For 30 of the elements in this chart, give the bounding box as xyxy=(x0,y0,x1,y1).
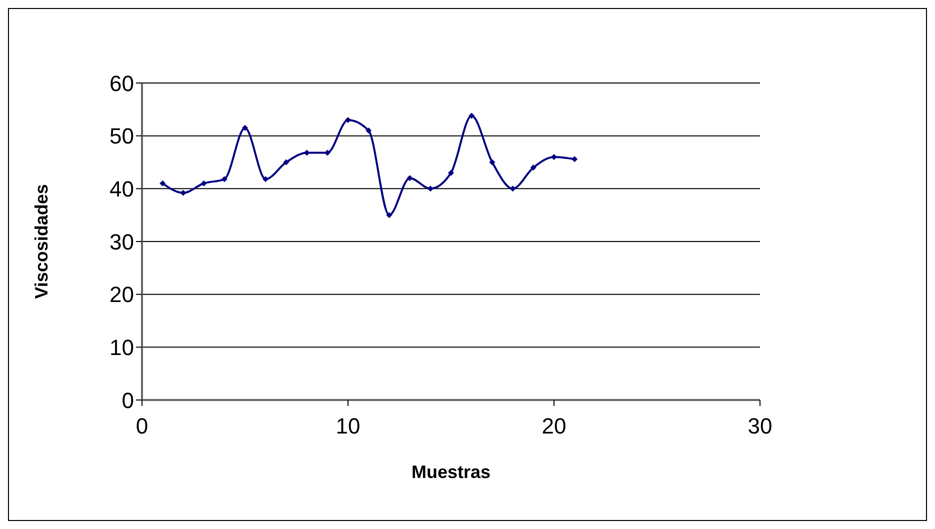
point xyxy=(242,124,248,131)
point xyxy=(572,156,578,162)
point xyxy=(386,212,392,218)
y-tick-label: 0 xyxy=(122,388,134,413)
point xyxy=(160,180,166,186)
point xyxy=(551,154,557,160)
point xyxy=(510,186,516,192)
point xyxy=(406,175,413,182)
point xyxy=(366,128,372,134)
point xyxy=(427,186,434,192)
x-tick-label: 10 xyxy=(336,414,360,439)
x-axis-title: Muestras xyxy=(411,462,491,482)
point xyxy=(530,164,536,171)
point xyxy=(283,159,290,166)
y-tick-label: 40 xyxy=(110,176,134,202)
point xyxy=(468,112,475,119)
point xyxy=(489,159,496,166)
y-axis-title: Viscosidades xyxy=(31,184,52,299)
y-tick-label: 60 xyxy=(110,70,134,96)
point xyxy=(345,116,351,123)
x-tick-label: 20 xyxy=(542,414,566,439)
y-tick-label: 20 xyxy=(110,282,134,308)
y-tick-label: 30 xyxy=(110,229,134,254)
point xyxy=(262,176,269,182)
point xyxy=(448,170,454,176)
point xyxy=(221,176,228,182)
y-tick-label: 50 xyxy=(110,124,134,149)
x-tick-label: 30 xyxy=(748,414,772,439)
point xyxy=(200,180,207,186)
y-tick-label: 10 xyxy=(110,334,134,360)
